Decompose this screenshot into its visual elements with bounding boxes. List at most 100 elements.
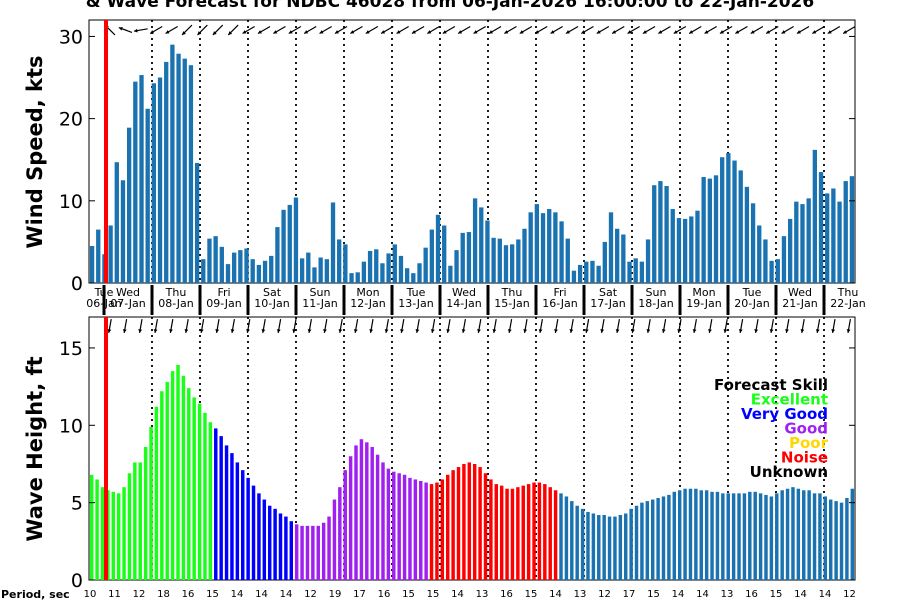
wind-bar <box>565 238 570 283</box>
wave-bar <box>537 482 542 580</box>
period-tick-label: 13 <box>721 589 734 600</box>
wave-arrow <box>692 319 698 333</box>
wind-bar <box>188 65 194 283</box>
wind-arrow <box>427 25 440 35</box>
day-of-week-label: Sun <box>310 286 331 299</box>
wave-arrow <box>415 319 420 333</box>
wave-bar <box>726 493 730 580</box>
wind-bar <box>398 255 404 283</box>
date-label: 11-Jan <box>302 297 338 310</box>
wind-tick-label: 30 <box>59 26 83 48</box>
wave-bar <box>321 522 326 580</box>
wind-bar <box>509 244 515 283</box>
period-tick-label: 14 <box>696 589 709 600</box>
wind-bar <box>497 238 502 283</box>
wave-bar <box>715 491 720 580</box>
date-label: 22-Jan <box>830 297 866 310</box>
wave-arrow <box>646 319 651 333</box>
wind-arrow <box>719 25 733 35</box>
wind-bar <box>262 260 268 283</box>
wind-bar <box>664 186 669 283</box>
wind-bar <box>380 263 385 283</box>
wind-bar <box>219 246 224 283</box>
wind-arrow <box>519 25 533 35</box>
wave-bars <box>89 364 855 580</box>
wind-arrow <box>181 24 193 36</box>
wind-arrow <box>133 28 148 33</box>
wave-bar <box>462 463 466 580</box>
wave-bar <box>435 482 439 580</box>
wind-bar <box>707 178 712 283</box>
wave-arrow <box>754 319 759 333</box>
period-tick-label: 16 <box>378 589 391 600</box>
wind-bar <box>411 273 416 283</box>
wind-bars <box>89 44 855 284</box>
wave-bar <box>618 515 623 580</box>
wind-arrow <box>242 25 255 35</box>
wave-bar <box>300 525 304 580</box>
wind-bar <box>312 267 317 283</box>
wave-bar <box>446 474 450 580</box>
wave-arrow <box>384 319 390 333</box>
wave-arrow <box>492 319 497 333</box>
wave-bar <box>246 477 250 580</box>
wind-bar <box>213 236 218 283</box>
wind-bar <box>615 228 620 283</box>
wave-bar <box>683 488 687 580</box>
wave-arrow <box>199 319 205 333</box>
wind-bar <box>355 272 360 283</box>
wave-arrow <box>785 319 790 333</box>
wind-bar <box>256 264 262 283</box>
wave-bar <box>451 470 455 580</box>
wave-arrow <box>477 319 482 333</box>
wave-bar <box>796 488 801 580</box>
wave-height-panel: 0 5 10 15 Wave Height, ft Forecast SkillExc… <box>1 316 856 600</box>
wind-bar <box>800 204 805 283</box>
wave-bar <box>338 487 342 580</box>
wave-arrow <box>138 319 143 333</box>
wave-arrow <box>122 319 128 333</box>
wind-bar <box>157 77 163 283</box>
wave-bar <box>489 479 493 580</box>
day-separator <box>246 285 250 315</box>
period-tick-label: 14 <box>672 589 685 600</box>
wind-bar <box>837 201 842 283</box>
wave-bar <box>424 482 428 580</box>
wave-arrow <box>400 319 405 333</box>
wind-arrow <box>642 25 656 35</box>
wind-arrow <box>488 25 502 35</box>
wind-bar <box>701 176 706 283</box>
date-label: 07-Jan <box>110 297 146 310</box>
day-separator <box>822 285 826 315</box>
wave-bar <box>543 484 547 580</box>
wave-bar <box>402 474 407 580</box>
wind-arrow <box>688 25 702 35</box>
wind-bar <box>658 181 663 283</box>
day-separator <box>726 285 730 315</box>
wave-arrow <box>153 319 159 333</box>
wave-arrow <box>538 319 544 333</box>
wave-bar <box>257 493 261 580</box>
wave-arrow <box>230 319 236 333</box>
wave-bar <box>818 493 822 580</box>
day-of-week-label: Thu <box>165 286 187 299</box>
date-label: 14-Jan <box>446 297 482 310</box>
wave-bar <box>737 493 741 580</box>
wave-y-ticks: 0 5 10 15 <box>59 338 855 592</box>
wave-bar <box>133 462 137 580</box>
period-tick-label: 14 <box>231 589 244 600</box>
wave-bar <box>769 496 774 580</box>
wave-bar <box>235 462 240 580</box>
wind-bar <box>849 176 855 283</box>
date-label: 08-Jan <box>158 297 194 310</box>
wind-arrow <box>842 25 856 35</box>
wind-bar <box>281 209 286 283</box>
wave-bar <box>348 456 353 580</box>
wind-bar <box>485 220 490 283</box>
period-tick-label: 10 <box>84 589 97 600</box>
wind-bar <box>726 153 731 283</box>
wind-bar <box>750 203 756 283</box>
wind-bar <box>429 229 434 283</box>
wind-bar <box>126 127 132 283</box>
